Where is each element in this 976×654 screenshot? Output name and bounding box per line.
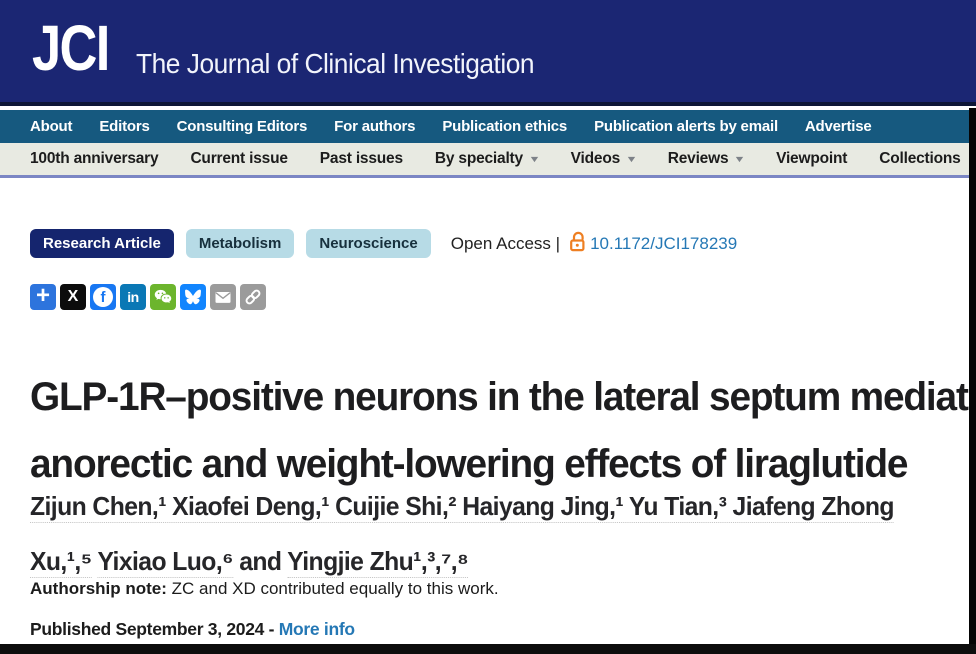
nav-item-for-authors[interactable]: For authors [334, 118, 416, 135]
title-line-1: GLP-1R–positive neurons in the lateral s… [30, 374, 976, 419]
x-twitter-icon[interactable]: X [60, 284, 86, 310]
nav-item-editors[interactable]: Editors [99, 118, 150, 135]
nav-item-advertise[interactable]: Advertise [804, 118, 872, 135]
badge-row: Research Article Metabolism Neuroscience… [30, 229, 737, 258]
nav-item-past-issues[interactable]: Past issues [319, 150, 403, 167]
authorship-note: Authorship note: ZC and XD contributed e… [30, 579, 499, 599]
author-list: Zijun Chen,¹ Xiaofei Deng,¹ Cuijie Shi,²… [30, 479, 942, 589]
nav-item-by-specialty[interactable]: By specialty ▼ [434, 150, 541, 168]
more-info-link[interactable]: More info [278, 619, 355, 639]
nav-item-collections[interactable]: Collections [879, 150, 961, 167]
open-access-label: Open Access | 10.1172/JCI178239 [451, 231, 737, 257]
authors-and-text: and [232, 546, 288, 576]
chevron-down-icon: ▼ [733, 154, 746, 164]
nav-item-reviews[interactable]: Reviews ▼ [667, 150, 746, 168]
email-icon[interactable] [210, 284, 236, 310]
primary-nav: About Editors Consulting Editors For aut… [0, 110, 976, 143]
author-link[interactable]: Xu,¹,⁵ [30, 546, 92, 578]
screenshot-bottom-edge [0, 644, 976, 654]
article-type-badge[interactable]: Research Article [30, 229, 174, 258]
author-link[interactable]: Yixiao Luo,⁶ [97, 546, 233, 578]
nav-item-viewpoint[interactable]: Viewpoint [776, 150, 848, 167]
nav-item-about[interactable]: About [30, 118, 73, 135]
facebook-f-glyph: f [93, 287, 113, 307]
jci-logo[interactable]: JCI [32, 12, 110, 84]
journal-name: The Journal of Clinical Investigation [135, 48, 535, 79]
screenshot-right-edge [969, 108, 976, 654]
authorship-note-text: ZC and XD contributed equally to this wo… [166, 579, 499, 598]
chevron-down-icon: ▼ [625, 154, 638, 164]
copy-link-icon[interactable] [240, 284, 266, 310]
nav-item-label: Videos [570, 150, 621, 167]
nav-item-label: Reviews [667, 150, 729, 167]
nav-item-consulting-editors[interactable]: Consulting Editors [176, 118, 308, 135]
wechat-icon[interactable] [150, 284, 176, 310]
published-line: Published September 3, 2024 - More info [30, 619, 355, 640]
nav-item-publication-ethics[interactable]: Publication ethics [442, 118, 568, 135]
open-access-padlock-icon [569, 231, 588, 257]
title-line-2: anorectic and weight-lowering effects of… [30, 441, 908, 486]
nav-item-videos[interactable]: Videos ▼ [570, 150, 638, 168]
category-badge-metabolism[interactable]: Metabolism [185, 229, 295, 258]
nav-item-label: By specialty [434, 150, 523, 167]
category-badge-neuroscience[interactable]: Neuroscience [306, 229, 431, 258]
author-link[interactable]: Yingjie Zhu¹,³,⁷,⁸ [287, 546, 469, 578]
share-bar: + X f in [30, 284, 266, 310]
published-date: Published September 3, 2024 - [30, 619, 279, 639]
bluesky-icon[interactable] [180, 284, 206, 310]
authors-line-1: Zijun Chen,¹ Xiaofei Deng,¹ Cuijie Shi,²… [30, 479, 942, 534]
nav-item-publication-alerts[interactable]: Publication alerts by email [594, 118, 778, 135]
nav-item-current-issue[interactable]: Current issue [190, 150, 288, 167]
linkedin-icon[interactable]: in [120, 284, 146, 310]
doi-link[interactable]: 10.1172/JCI178239 [590, 233, 738, 253]
secondary-nav: 100th anniversary Current issue Past iss… [0, 143, 976, 178]
authors-line-2: Xu,¹,⁵ Yixiao Luo,⁶ and Yingjie Zhu¹,³,⁷… [30, 534, 942, 589]
facebook-icon[interactable]: f [90, 284, 116, 310]
author-link[interactable]: Zijun Chen,¹ Xiaofei Deng,¹ Cuijie Shi,²… [30, 491, 894, 523]
authorship-note-label: Authorship note: [30, 579, 167, 598]
open-access-text: Open Access | [450, 233, 561, 253]
nav-item-100th-anniversary[interactable]: 100th anniversary [30, 150, 159, 167]
site-header: JCI The Journal of Clinical Investigatio… [0, 0, 976, 106]
article-title: GLP-1R–positive neurons in the lateral s… [30, 364, 976, 498]
share-plus-icon[interactable]: + [30, 284, 56, 310]
chevron-down-icon: ▼ [528, 154, 541, 164]
